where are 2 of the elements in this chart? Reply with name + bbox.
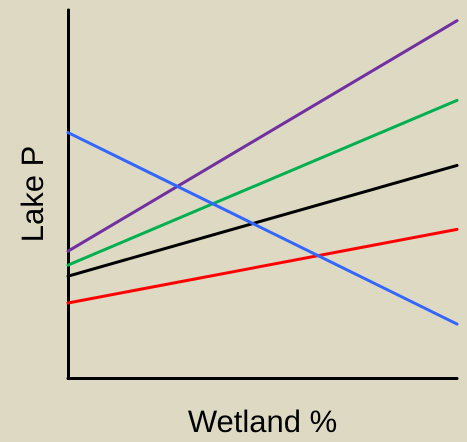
y-axis-title: Lake P <box>15 146 50 242</box>
x-axis-title: Wetland % <box>188 404 338 439</box>
